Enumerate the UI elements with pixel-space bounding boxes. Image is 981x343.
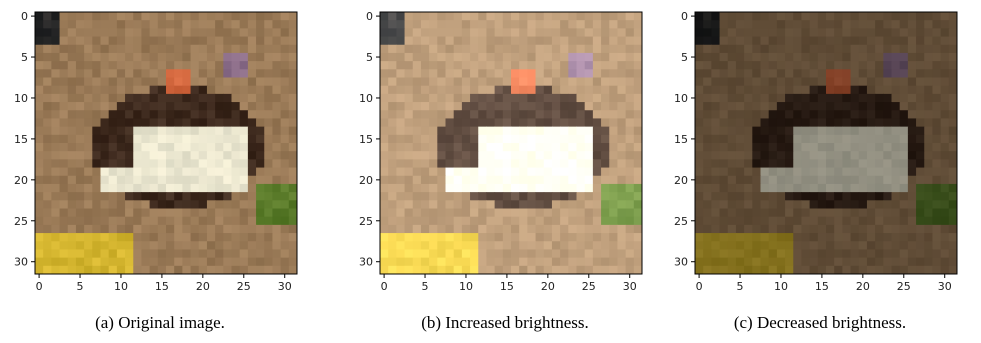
y-tick-label: 15 (14, 133, 28, 146)
x-tick-label: 5 (422, 280, 429, 293)
y-tick-label: 0 (366, 10, 373, 23)
x-tick-label: 30 (938, 280, 952, 293)
figure-decreased-brightness: 0 5 10 15 20 25 30 0 5 10 15 20 25 30 (c) Decreased b… (660, 0, 980, 343)
x-tick-label: 15 (815, 280, 829, 293)
plot-frame (34, 11, 298, 275)
x-tick-label: 20 (856, 280, 870, 293)
x-tick-label: 25 (237, 280, 251, 293)
x-tick-label: 5 (77, 280, 84, 293)
figure-original: 0 5 10 15 20 25 30 0 5 10 15 20 25 30 (a) Original im… (0, 0, 320, 343)
plot-increased-brightness: 0 5 10 15 20 25 30 0 5 10 15 20 25 30 (359, 10, 643, 293)
caption-increased-brightness: (b) Increased brightness. (421, 313, 589, 332)
pixel-grid (35, 12, 298, 275)
plot-decreased-brightness: 0 5 10 15 20 25 30 0 5 10 15 20 25 30 (674, 10, 958, 293)
y-tick-label: 5 (21, 51, 28, 64)
y-tick-label: 30 (359, 256, 373, 269)
y-tick-label: 25 (359, 215, 373, 228)
pixel-grid (380, 12, 643, 275)
x-tick-label: 30 (623, 280, 637, 293)
x-tick-label: 10 (459, 280, 473, 293)
x-tick-label: 0 (696, 280, 703, 293)
y-tick-label: 0 (21, 10, 28, 23)
y-tick-label: 30 (674, 256, 688, 269)
x-tick-label: 10 (774, 280, 788, 293)
x-tick-label: 0 (36, 280, 43, 293)
plot-frame (694, 11, 958, 275)
figure-increased-brightness: 0 5 10 15 20 25 30 0 5 10 15 20 25 30 (b) Increased b… (345, 0, 665, 343)
plot-frame (379, 11, 643, 275)
plot-original: 0 5 10 15 20 25 30 0 5 10 15 20 25 30 (14, 10, 298, 293)
x-tick-label: 10 (114, 280, 128, 293)
y-tick-label: 10 (359, 92, 373, 105)
y-tick-label: 20 (359, 174, 373, 187)
y-tick-label: 25 (674, 215, 688, 228)
y-tick-label: 25 (14, 215, 28, 228)
y-tick-label: 15 (359, 133, 373, 146)
y-tick-label: 10 (14, 92, 28, 105)
y-tick-label: 5 (681, 51, 688, 64)
y-tick-label: 5 (366, 51, 373, 64)
caption-decreased-brightness: (c) Decreased brightness. (733, 313, 907, 332)
x-tick-label: 5 (737, 280, 744, 293)
y-tick-label: 15 (674, 133, 688, 146)
y-tick-label: 0 (681, 10, 688, 23)
x-tick-label: 20 (541, 280, 555, 293)
x-tick-label: 30 (278, 280, 292, 293)
y-tick-label: 20 (674, 174, 688, 187)
x-tick-label: 25 (897, 280, 911, 293)
caption-original: (a) Original image. (95, 313, 225, 332)
y-tick-label: 10 (674, 92, 688, 105)
y-tick-label: 30 (14, 256, 28, 269)
x-tick-label: 20 (196, 280, 210, 293)
x-tick-label: 0 (381, 280, 388, 293)
x-tick-label: 25 (582, 280, 596, 293)
x-tick-label: 15 (500, 280, 514, 293)
y-tick-label: 20 (14, 174, 28, 187)
x-tick-label: 15 (155, 280, 169, 293)
pixel-grid (695, 12, 958, 275)
